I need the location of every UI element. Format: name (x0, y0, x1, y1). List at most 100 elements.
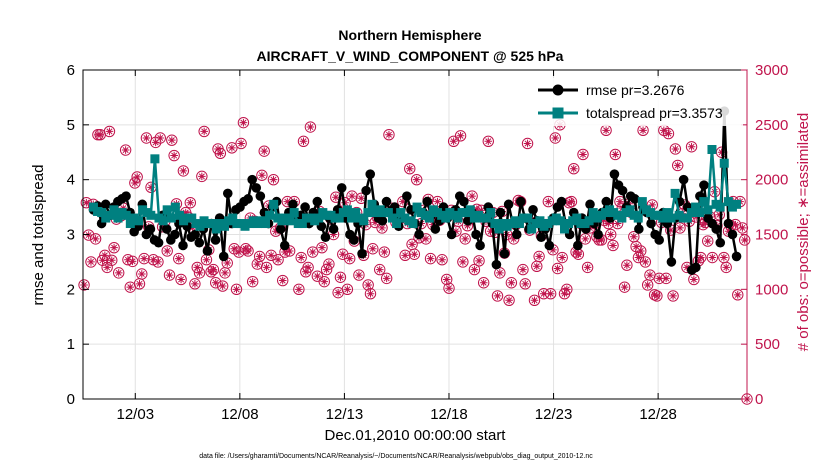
obs-assimilated-marker (135, 280, 144, 288)
obs-point (343, 252, 356, 265)
obs-point (101, 261, 113, 274)
x-tick-label: 12/28 (639, 406, 677, 423)
spread-point (412, 202, 422, 212)
spread-point (617, 213, 627, 223)
obs-assimilated-marker (611, 150, 620, 159)
obs-point (383, 129, 395, 141)
obs-point (237, 116, 250, 129)
rmse-point (516, 196, 526, 207)
obs-point (362, 279, 374, 291)
y-tick-label: 6 (67, 62, 75, 79)
spread-point (285, 216, 295, 226)
obs-possible-marker (253, 250, 266, 263)
obs-assimilated-marker (163, 247, 172, 255)
obs-assimilated-marker (96, 130, 105, 139)
obs-point (133, 278, 146, 290)
obs-point (441, 273, 453, 286)
obs-assimilated-marker (579, 150, 587, 159)
obs-assimilated-marker (299, 137, 308, 146)
obs-possible-marker (307, 246, 319, 258)
obs-possible-marker (184, 196, 197, 209)
obs-point (533, 250, 545, 263)
obs-assimilated-marker (690, 275, 698, 284)
obs-point (163, 269, 176, 281)
chart-title: Northern Hemisphere (338, 27, 481, 43)
obs-point (468, 263, 481, 276)
obs-assimilated-marker (154, 258, 162, 266)
obs-point (568, 163, 580, 175)
rmse-point (601, 196, 612, 207)
obs-point (304, 121, 317, 133)
obs-possible-marker (131, 171, 143, 183)
rmse-point (715, 237, 726, 248)
obs-point (334, 271, 347, 283)
spread-point (146, 210, 156, 220)
obs-point (302, 261, 314, 274)
obs-assimilated-marker (740, 236, 749, 244)
obs-point (651, 290, 663, 302)
spread-point (584, 216, 594, 226)
obs-assimilated-marker (468, 192, 476, 200)
obs-point (78, 279, 90, 291)
rmse-point (336, 183, 347, 193)
obs-possible-marker (533, 250, 545, 263)
obs-assimilated-marker (385, 130, 393, 139)
obs-possible-marker (103, 125, 116, 138)
obs-assimilated-marker (639, 126, 647, 135)
obs-assimilated-marker (278, 276, 287, 285)
obs-assimilated-marker (634, 253, 643, 262)
spread-point (297, 219, 307, 229)
rmse-point (536, 232, 546, 243)
obs-point (131, 171, 143, 183)
rmse-point (402, 191, 412, 201)
rmse-point (365, 169, 376, 179)
obs-assimilated-marker (456, 132, 465, 140)
obs-assimilated-marker (567, 197, 576, 206)
rmse-point (381, 196, 392, 207)
obs-assimilated-marker (708, 253, 717, 262)
rmse-point (279, 240, 290, 251)
rmse-point (556, 196, 567, 207)
obs-assimilated-marker (306, 123, 315, 131)
obs-possible-marker (161, 245, 173, 257)
obs-point (561, 283, 573, 296)
obs-possible-marker (374, 263, 386, 276)
spread-point (396, 208, 406, 218)
obs-assimilated-marker (509, 235, 518, 243)
obs-possible-marker (410, 173, 423, 186)
obs-assimilated-marker (731, 220, 740, 229)
obs-assimilated-marker (105, 127, 114, 136)
obs-assimilated-marker (523, 139, 532, 148)
obs-point (674, 222, 686, 234)
obs-possible-marker (528, 294, 541, 306)
rmse-point (275, 224, 286, 234)
obs-assimilated-marker (87, 258, 95, 266)
obs-assimilated-marker (131, 179, 139, 187)
obs-possible-marker (175, 273, 187, 286)
rmse-point (170, 229, 180, 240)
spread-point (347, 213, 357, 223)
obs-possible-marker (341, 283, 354, 296)
obs-possible-marker (198, 125, 210, 138)
obs-assimilated-marker (211, 278, 220, 287)
obs-assimilated-marker (664, 129, 673, 138)
obs-possible-marker (246, 275, 259, 288)
obs-point (424, 252, 437, 265)
obs-point (173, 252, 185, 265)
obs-point (436, 254, 448, 266)
rmse-point (153, 237, 164, 248)
obs-point (293, 283, 305, 296)
obs-possible-marker (149, 136, 162, 149)
spread-point (260, 219, 270, 229)
obs-point (119, 144, 132, 156)
obs-point (706, 251, 719, 264)
obs-possible-marker (630, 240, 642, 253)
rmse-point (666, 257, 677, 267)
obs-point (544, 288, 557, 300)
obs-assimilated-marker (107, 256, 116, 265)
obs-point (129, 177, 141, 189)
obs-possible-marker (346, 190, 358, 202)
obs-assimilated-marker (133, 173, 141, 181)
spread-point (486, 208, 496, 218)
rmse-point (573, 240, 583, 251)
